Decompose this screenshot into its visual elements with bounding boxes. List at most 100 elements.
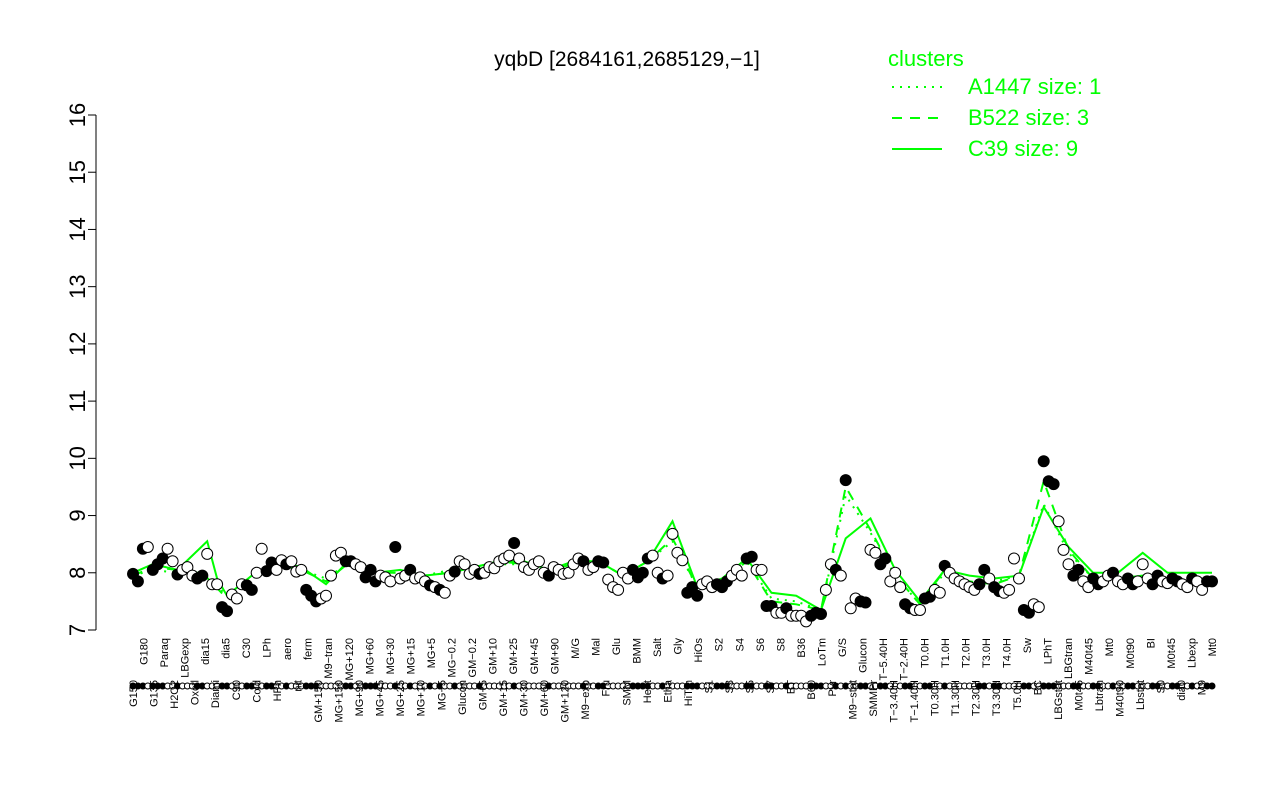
- data-point: [1057, 543, 1070, 556]
- data-point: [691, 589, 704, 602]
- x-tick-label: T2.0H: [960, 638, 972, 668]
- data-point: [141, 541, 154, 553]
- y-tick-label: 15: [65, 160, 90, 184]
- x-tick-label: Diami: [210, 680, 222, 708]
- data-point: [389, 541, 402, 553]
- x-tick-label: M9−stat: [847, 680, 859, 719]
- x-tick-label: Pyr: [827, 680, 839, 697]
- x-tick-label: C90: [231, 680, 243, 700]
- x-tick-label: Oxctl: [190, 680, 202, 705]
- data-point: [166, 555, 179, 568]
- x-tick-label: S0: [1156, 680, 1168, 693]
- x-tick-label: LPhT: [1043, 638, 1055, 665]
- data-point: [503, 549, 516, 562]
- x-tick-label: MG+25: [395, 680, 407, 716]
- x-tick-label: MG+120: [344, 638, 356, 681]
- data-point: [745, 550, 758, 563]
- x-tick-label: MG+60: [364, 638, 376, 674]
- legend-label: B522 size: 3: [968, 105, 1089, 130]
- x-tick-label: aero: [282, 638, 294, 660]
- x-tick-label: GM+120: [560, 680, 572, 723]
- x-tick-label: Salt: [652, 638, 664, 657]
- x-tick-label: T1.0H: [940, 638, 952, 668]
- x-tick-label: LBGstat: [1053, 680, 1065, 720]
- y-axis: 7 8 9 10 11 12 13 14 15 16: [65, 103, 97, 636]
- series-line-dotted: [132, 492, 1212, 612]
- series-lines: [132, 477, 1212, 612]
- data-point: [532, 555, 545, 568]
- y-tick-label: 12: [65, 332, 90, 356]
- data-point: [1131, 575, 1144, 588]
- x-tick-label: M/G: [570, 638, 582, 659]
- data-point: [250, 566, 263, 579]
- x-tick-label: M9: [1197, 680, 1209, 695]
- x-tick-label: BI: [1145, 638, 1157, 648]
- x-tick-label: S1: [704, 680, 716, 693]
- x-tick-label: GM+150: [313, 680, 325, 723]
- x-tick-label: MG+30: [385, 638, 397, 674]
- data-point: [364, 563, 377, 576]
- y-tick-label: 13: [65, 274, 90, 298]
- x-tick-label: GM+15: [498, 680, 510, 716]
- x-tick-label: Glucon: [457, 680, 469, 715]
- data-point: [508, 537, 521, 549]
- x-tick-label: M40t45: [1084, 638, 1096, 675]
- data-point: [1037, 455, 1050, 468]
- data-point: [221, 605, 233, 618]
- x-tick-label: S8: [775, 638, 787, 651]
- x-tick-label: M9−tran: [323, 638, 335, 679]
- x-tick-label: HiOs: [693, 638, 705, 663]
- x-tick-label: T3.30H: [991, 680, 1003, 716]
- data-point: [666, 527, 679, 540]
- data-point: [1136, 558, 1149, 571]
- x-tick-label: SMM: [621, 680, 633, 706]
- x-tick-label: B36: [796, 638, 808, 658]
- data-point: [1052, 515, 1065, 528]
- x-tick-label: GM+10: [488, 638, 500, 674]
- x-tick-label: BT: [786, 680, 798, 694]
- x-tick-label: HPh: [272, 680, 284, 701]
- x-tick-label: T−3.40H: [888, 680, 900, 723]
- x-tick-label: Lbexp: [1186, 638, 1198, 668]
- data-point: [230, 592, 243, 605]
- x-tick-label: BMM: [632, 638, 644, 664]
- data-point: [933, 586, 946, 599]
- x-tick-label: S4: [734, 638, 746, 651]
- y-tick-label: 14: [65, 217, 90, 241]
- data-point: [676, 554, 689, 567]
- x-tick-label: T0.30H: [930, 680, 942, 716]
- x-tick-label: GM−0.2: [467, 638, 479, 677]
- x-tick-label: S5: [745, 680, 757, 693]
- legend-label: A1447 size: 1: [968, 74, 1101, 99]
- x-tick-label: M9−exp: [580, 680, 592, 719]
- x-tick-label: nit: [292, 680, 304, 692]
- x-tick-label: Mt0: [1104, 638, 1116, 656]
- y-tick-label: 9: [65, 509, 90, 521]
- data-point: [755, 563, 768, 576]
- x-tick-label: G150: [128, 680, 140, 707]
- y-tick-label: 11: [65, 390, 90, 413]
- data-point: [1206, 575, 1218, 588]
- data-point: [325, 569, 337, 582]
- data-point: [879, 552, 892, 565]
- data-point: [320, 589, 332, 602]
- x-tick-label: Glucon: [858, 638, 870, 673]
- data-point: [973, 578, 986, 591]
- x-tick-label: MG+90: [354, 680, 366, 716]
- x-tick-label: HiTm: [683, 680, 695, 706]
- data-point: [458, 558, 471, 571]
- data-point: [636, 566, 649, 579]
- y-tick-label: 10: [65, 446, 90, 470]
- x-tick-label: BC: [1032, 680, 1044, 695]
- data-point: [869, 546, 882, 559]
- x-tick-label: T−5.40H: [878, 638, 890, 681]
- data-point: [161, 542, 174, 555]
- x-tick-labels: G150 G180 G135 Paraq H2O2 LBGexp Oxctl dia15 Dia…: [128, 638, 1219, 723]
- data-point: [894, 581, 907, 594]
- data-point: [438, 586, 451, 599]
- data-point: [196, 569, 209, 582]
- y-tick-label: 8: [65, 567, 90, 579]
- data-point: [661, 569, 674, 582]
- x-tick-label: MG+5: [426, 638, 438, 668]
